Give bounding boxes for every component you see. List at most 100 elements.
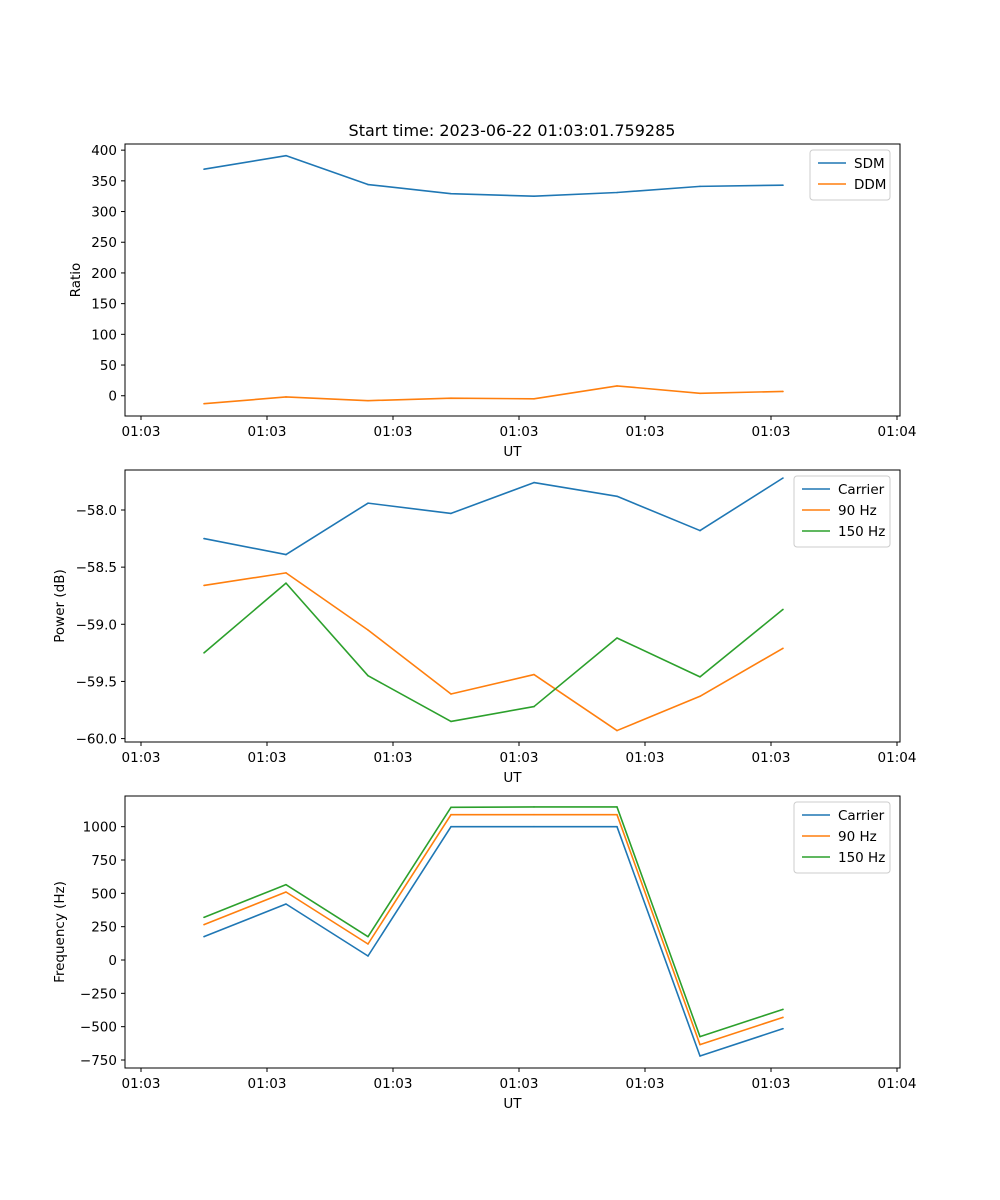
data-point — [203, 584, 205, 587]
x-tick-label: 01:03 — [374, 750, 413, 766]
data-point — [699, 1035, 701, 1038]
x-tick-label: 01:03 — [626, 750, 665, 766]
data-point — [450, 813, 452, 816]
data-point — [285, 154, 287, 157]
subplot-2: 01:03 01:03 01:03 01:03 01:03 01:03 01:04 −60.0… — [52, 469, 917, 786]
x-axis-label: UT — [503, 770, 522, 786]
data-point — [367, 399, 369, 402]
legend: Carrier 90 Hz 150 Hz — [793, 801, 891, 874]
legend: SDM DDM — [809, 149, 891, 201]
y-tick-label: 350 — [91, 174, 117, 190]
data-point — [367, 943, 369, 945]
x-tick-label: 01:04 — [878, 750, 917, 766]
data-point — [203, 923, 205, 926]
y-tick-label: 0 — [108, 389, 117, 405]
legend-label: Carrier — [838, 808, 885, 824]
y-tick-label: −750 — [80, 1053, 117, 1069]
x-tick-label: 01:03 — [752, 1076, 791, 1092]
y-tick-label: 500 — [91, 886, 117, 902]
y-tick-label: 150 — [91, 297, 117, 313]
data-point — [782, 477, 784, 479]
x-tick-label: 01:03 — [248, 424, 287, 440]
data-point — [203, 652, 205, 654]
data-point — [367, 629, 369, 631]
data-point — [285, 572, 287, 574]
data-point — [699, 1055, 701, 1057]
x-tick-label: 01:03 — [374, 1076, 413, 1092]
legend-box — [793, 801, 891, 874]
data-point — [450, 825, 452, 828]
legend-label: 90 Hz — [838, 829, 877, 845]
data-point — [699, 695, 701, 698]
data-point — [616, 191, 618, 194]
legend-label: Carrier — [838, 482, 885, 498]
y-tick-label: −60.0 — [76, 732, 117, 748]
axes-frame — [124, 143, 901, 417]
data-point — [450, 397, 452, 399]
data-point — [699, 676, 701, 678]
x-tick-label: 01:03 — [248, 750, 287, 766]
x-axis-label: UT — [503, 1096, 522, 1112]
y-tick-label: 200 — [91, 266, 117, 282]
series-line-150-hz — [203, 582, 784, 723]
x-tick-label: 01:03 — [500, 750, 539, 766]
data-point — [699, 392, 701, 395]
x-tick-label: 01:03 — [752, 424, 791, 440]
legend-label: 150 Hz — [838, 524, 885, 540]
legend-label: DDM — [854, 177, 886, 193]
data-point — [285, 553, 287, 556]
data-point — [533, 195, 535, 197]
x-tick-label: 01:03 — [122, 424, 161, 440]
data-point — [782, 390, 784, 393]
series-line-carrier — [203, 477, 784, 556]
data-point — [533, 825, 535, 828]
y-tick-label: 300 — [91, 205, 117, 221]
subplot-3: 01:03 01:03 01:03 01:03 01:03 01:03 01:04 −750 −… — [52, 795, 916, 1112]
axes-frame — [124, 469, 901, 743]
y-axis-label: Power (dB) — [52, 569, 68, 642]
data-point — [782, 647, 784, 650]
y-tick-label: −59.0 — [76, 617, 117, 633]
y-axis-label: Frequency (Hz) — [52, 881, 68, 983]
data-point — [450, 512, 452, 515]
data-point — [203, 935, 205, 938]
x-tick-label: 01:03 — [626, 424, 665, 440]
series-line-90-hz — [203, 813, 784, 1046]
data-point — [616, 637, 618, 639]
data-point — [450, 192, 452, 195]
data-point — [285, 883, 287, 886]
data-point — [285, 582, 287, 584]
data-point — [782, 184, 784, 186]
y-tick-label: 50 — [100, 358, 117, 374]
data-point — [285, 903, 287, 905]
y-tick-label: 400 — [91, 143, 117, 159]
x-tick-label: 01:03 — [248, 1076, 287, 1092]
data-point — [699, 185, 701, 188]
series-line-90-hz — [203, 572, 784, 732]
data-point — [367, 955, 369, 957]
data-point — [616, 385, 618, 387]
data-point — [782, 1027, 784, 1030]
data-point — [616, 825, 618, 828]
data-point — [203, 537, 205, 540]
y-tick-label: −58.5 — [76, 560, 117, 576]
data-point — [203, 168, 205, 170]
y-tick-label: 750 — [91, 853, 117, 869]
data-point — [203, 402, 205, 405]
data-point — [533, 806, 535, 808]
x-tick-label: 01:03 — [626, 1076, 665, 1092]
data-point — [450, 806, 452, 809]
data-point — [533, 673, 535, 676]
y-tick-label: 0 — [108, 953, 117, 969]
data-point — [616, 813, 618, 816]
data-point — [782, 1016, 784, 1019]
x-tick-label: 01:03 — [374, 424, 413, 440]
y-axis-label: Ratio — [68, 263, 84, 298]
x-axis-label: UT — [503, 444, 522, 460]
data-point — [450, 720, 452, 723]
data-point — [782, 1008, 784, 1011]
x-tick-label: 01:03 — [752, 750, 791, 766]
data-point — [616, 806, 618, 808]
series-line-carrier — [203, 825, 784, 1057]
